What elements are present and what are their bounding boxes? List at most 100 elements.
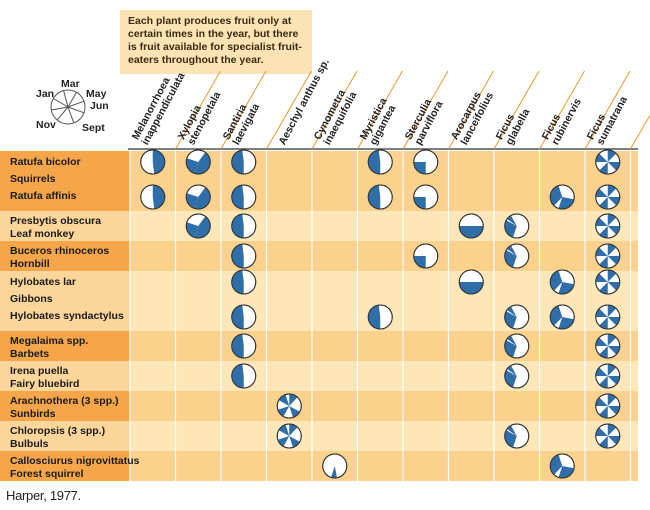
fruiting-wedge <box>595 337 608 346</box>
fruiting-pie <box>185 149 211 175</box>
group-label-band <box>0 391 130 421</box>
source-caption: Harper, 1977. <box>6 488 81 503</box>
fruiting-wedge <box>607 406 620 415</box>
legend-tick <box>51 106 69 111</box>
fruiting-pie <box>549 453 575 479</box>
pie-outline <box>413 243 439 269</box>
fruiting-wedge <box>607 424 617 436</box>
fruiting-wedge <box>595 397 608 406</box>
pie-outline <box>595 333 621 359</box>
pie-outline <box>231 213 257 239</box>
fruiting-pie <box>595 304 621 330</box>
legend-month-label: Nov <box>36 119 56 131</box>
animal-label: Bulbuls <box>10 438 49 450</box>
fruiting-wedge <box>599 376 608 388</box>
pie-outline <box>595 213 621 239</box>
fruiting-wedge <box>194 152 211 174</box>
fruiting-wedge <box>289 424 298 436</box>
fruiting-pie <box>595 333 621 359</box>
fruiting-pie <box>231 213 257 239</box>
header-slant-line <box>311 70 358 150</box>
legend-tick <box>53 98 69 108</box>
fruiting-pie <box>367 184 393 210</box>
fruiting-wedge <box>599 197 608 209</box>
fruiting-pie <box>549 304 575 330</box>
fruiting-wedge <box>231 214 244 238</box>
fruiting-wedge <box>599 162 608 174</box>
pie-outline <box>595 363 621 389</box>
fruiting-wedge <box>607 317 620 326</box>
fruiting-wedge <box>595 273 608 282</box>
fruiting-wedge <box>550 454 563 475</box>
fruiting-wedge <box>607 334 617 346</box>
fruiting-wedge <box>413 162 426 174</box>
animal-label: Presbytis obscura <box>10 215 102 227</box>
legend-tick <box>67 106 75 124</box>
fruiting-wedge <box>599 226 608 238</box>
pie-outline <box>322 453 348 479</box>
fruiting-wedge <box>595 153 608 162</box>
pie-outline <box>504 213 530 239</box>
fruiting-wedge <box>368 305 381 329</box>
legend-month-label: Sept <box>82 122 105 134</box>
fruiting-pie <box>367 304 393 330</box>
feeding-table <box>0 149 638 481</box>
fruiting-wedge <box>331 466 337 478</box>
pie-outline <box>595 269 621 295</box>
fruiting-wedge <box>607 376 620 385</box>
pie-outline <box>595 243 621 269</box>
fruiting-pie <box>276 423 302 449</box>
header-slant-line <box>630 114 650 150</box>
pie-outline <box>276 423 302 449</box>
fruiting-wedge <box>194 187 211 210</box>
fruiting-wedge <box>595 367 608 376</box>
header-slant-line <box>539 70 585 150</box>
fruiting-wedge <box>595 217 608 226</box>
pie-outline <box>367 149 393 175</box>
fruiting-wedge <box>595 427 608 436</box>
pie-outline <box>413 149 439 175</box>
pie-outline <box>231 333 257 359</box>
pie-outline <box>549 453 575 479</box>
group-data-band <box>130 391 638 421</box>
group-label-band <box>0 421 130 451</box>
fruiting-pie <box>413 149 439 175</box>
animal-label: Barbets <box>10 348 50 360</box>
fruiting-pie <box>231 243 257 269</box>
header-slant-line <box>402 70 449 150</box>
fruiting-wedge <box>607 282 620 291</box>
fruiting-pie <box>458 269 484 295</box>
fruiting-pie <box>231 363 257 389</box>
header-slant-line <box>175 70 221 150</box>
fruiting-pie <box>595 213 621 239</box>
fruiting-wedge <box>599 346 608 358</box>
pie-outline <box>504 304 530 330</box>
fruiting-wedge <box>194 216 211 238</box>
group-label-band <box>0 211 130 241</box>
pie-outline <box>458 269 484 295</box>
animal-label: Hylobates lar <box>10 276 76 288</box>
fruiting-wedge <box>368 185 381 209</box>
fruiting-pie <box>595 149 621 175</box>
group-label-band <box>0 451 130 481</box>
fruiting-wedge <box>368 150 381 174</box>
fruiting-wedge <box>152 185 165 209</box>
group-data-band <box>130 241 638 271</box>
header-slant-line <box>448 70 494 150</box>
pie-outline <box>595 304 621 330</box>
legend-tick <box>67 106 85 114</box>
legend-tick <box>67 92 77 108</box>
header-slant-line <box>584 70 631 150</box>
legend-tick <box>63 90 69 108</box>
legend-month-label: May <box>86 88 107 100</box>
fruiting-wedge <box>504 370 517 388</box>
pie-outline <box>231 304 257 330</box>
fruiting-pie <box>504 243 530 269</box>
fruiting-pie <box>322 453 348 479</box>
legend-tick <box>67 100 85 108</box>
fruiting-pie <box>504 423 530 449</box>
animal-label: Sunbirds <box>10 408 56 420</box>
header-slant-line <box>266 70 312 150</box>
animal-label: Callosciurus nigrovittatus <box>10 455 140 467</box>
fruiting-wedge <box>504 250 517 268</box>
